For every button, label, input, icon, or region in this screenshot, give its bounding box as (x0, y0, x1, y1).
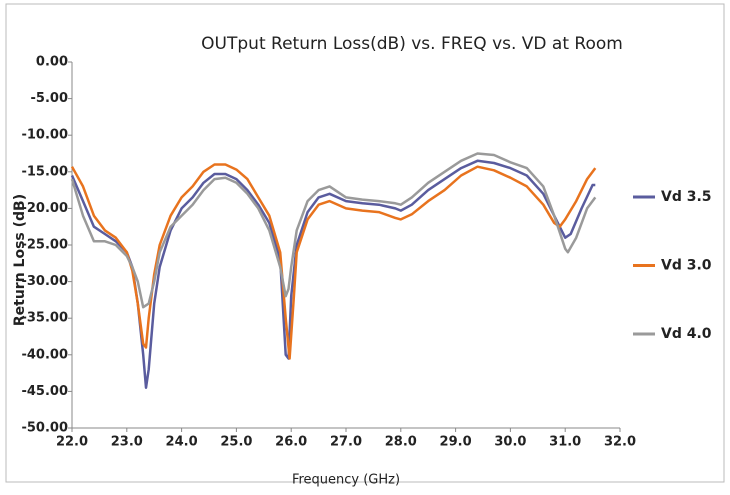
x-tick-label: 22.0 (56, 435, 88, 450)
legend-label: Vd 4.0 (661, 326, 712, 342)
y-tick-label: -15.00 (21, 164, 68, 179)
chart-title: OUTput Return Loss(dB) vs. FREQ vs. VD a… (201, 34, 623, 54)
legend-label: Vd 3.5 (661, 189, 712, 205)
x-tick-label: 31.0 (549, 435, 581, 450)
x-tick-label: 26.0 (275, 435, 307, 450)
x-axis-label: Frequency (GHz) (292, 473, 400, 488)
y-tick-label: -20.00 (21, 201, 68, 216)
legend-label: Vd 3.0 (661, 258, 712, 274)
y-tick-label: -35.00 (21, 311, 68, 326)
y-tick-label: -25.00 (21, 238, 68, 253)
x-tick-label: 23.0 (111, 435, 143, 450)
y-tick-label: -40.00 (21, 347, 68, 362)
x-tick-label: 27.0 (330, 435, 362, 450)
x-tick-label: 24.0 (166, 435, 198, 450)
y-tick-label: -45.00 (21, 384, 68, 399)
chart-frame (5, 3, 725, 483)
y-tick-label: -30.00 (21, 274, 68, 289)
y-tick-label: -50.00 (21, 421, 68, 436)
x-tick-label: 32.0 (604, 435, 636, 450)
y-tick-label: -10.00 (21, 128, 68, 143)
y-axis-label: Return Loss (dB) (12, 194, 28, 326)
series-line (70, 163, 597, 360)
y-tick-label: -5.00 (31, 91, 68, 106)
x-tick-label: 28.0 (385, 435, 417, 450)
x-tick-label: 30.0 (494, 435, 526, 450)
y-tick-label: 0.00 (36, 55, 68, 70)
x-tick-label: 25.0 (220, 435, 252, 450)
series-line (70, 152, 597, 309)
x-tick-label: 29.0 (440, 435, 472, 450)
